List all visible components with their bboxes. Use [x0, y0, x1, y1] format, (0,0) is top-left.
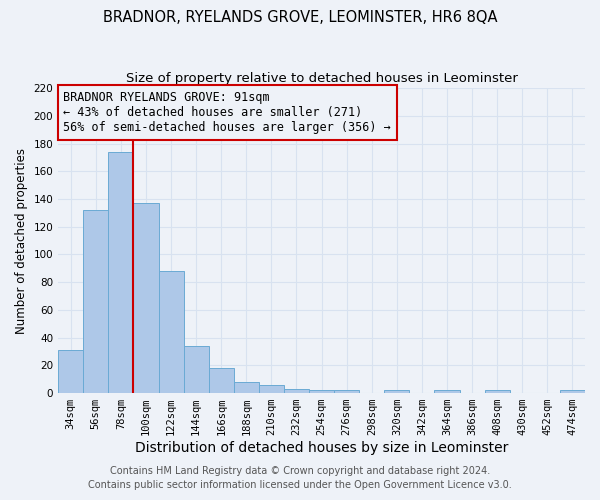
Y-axis label: Number of detached properties: Number of detached properties	[15, 148, 28, 334]
Bar	[434, 390, 460, 393]
Title: Size of property relative to detached houses in Leominster: Size of property relative to detached ho…	[125, 72, 518, 86]
Bar	[259, 385, 284, 393]
Bar	[385, 390, 409, 393]
Bar	[158, 271, 184, 393]
Bar	[560, 390, 585, 393]
X-axis label: Distribution of detached houses by size in Leominster: Distribution of detached houses by size …	[135, 441, 508, 455]
Bar	[109, 152, 133, 393]
Bar	[284, 389, 309, 393]
Bar	[309, 390, 334, 393]
Bar	[234, 382, 259, 393]
Bar	[334, 390, 359, 393]
Bar	[58, 350, 83, 393]
Bar	[133, 203, 158, 393]
Bar	[184, 346, 209, 393]
Bar	[485, 390, 510, 393]
Text: BRADNOR RYELANDS GROVE: 91sqm
← 43% of detached houses are smaller (271)
56% of : BRADNOR RYELANDS GROVE: 91sqm ← 43% of d…	[64, 91, 391, 134]
Text: Contains HM Land Registry data © Crown copyright and database right 2024.
Contai: Contains HM Land Registry data © Crown c…	[88, 466, 512, 490]
Text: BRADNOR, RYELANDS GROVE, LEOMINSTER, HR6 8QA: BRADNOR, RYELANDS GROVE, LEOMINSTER, HR6…	[103, 10, 497, 25]
Bar	[83, 210, 109, 393]
Bar	[209, 368, 234, 393]
